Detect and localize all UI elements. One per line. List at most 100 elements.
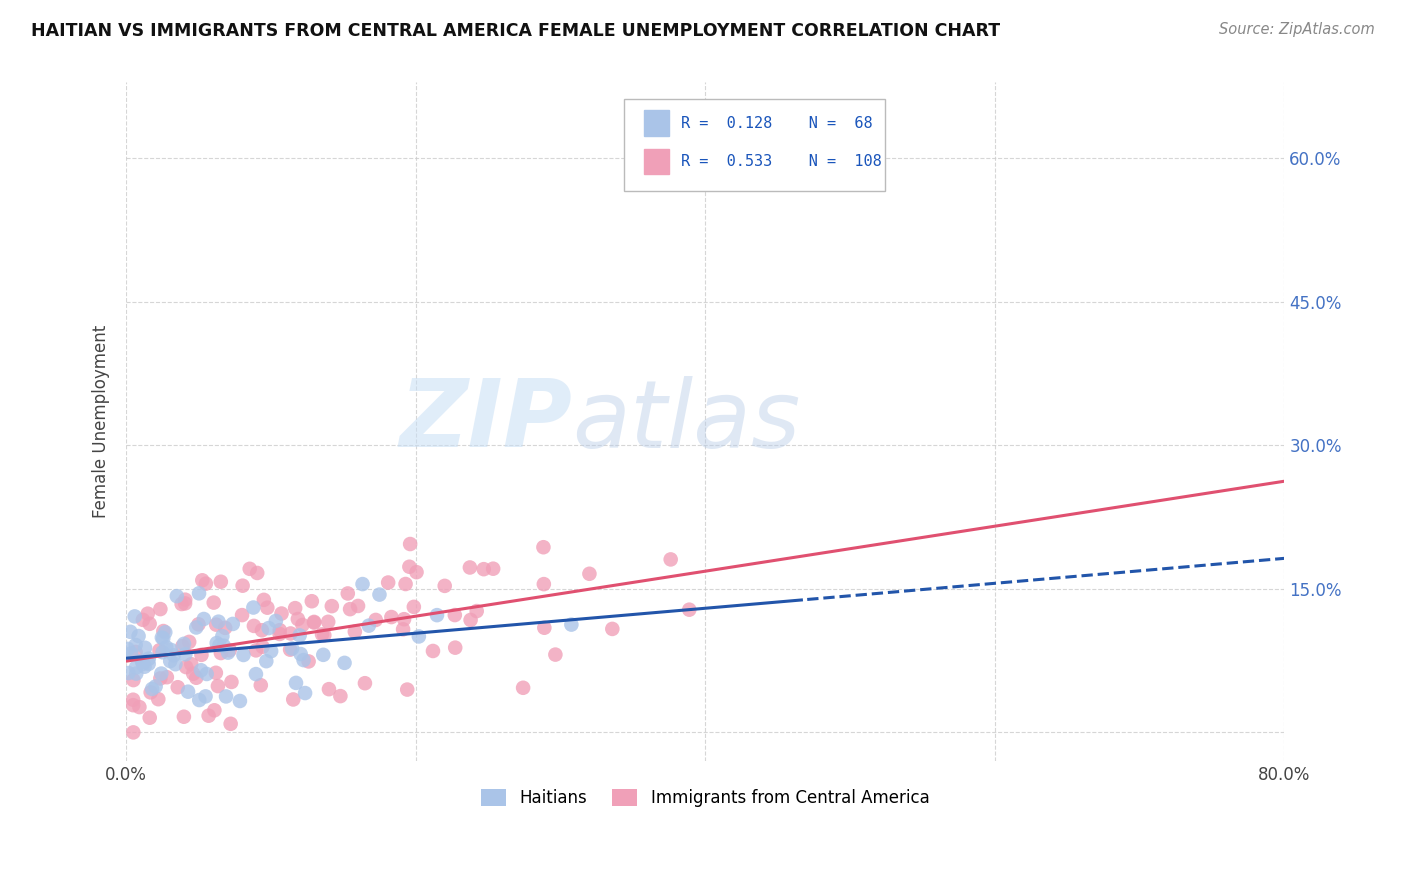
Point	[392, 622, 415, 636]
Point	[221, 675, 243, 690]
Point	[117, 641, 139, 656]
Point	[257, 621, 280, 635]
Point	[231, 608, 253, 623]
Point	[239, 562, 262, 576]
Point	[138, 651, 160, 665]
Point	[329, 689, 352, 703]
Point	[444, 640, 467, 655]
Point	[132, 657, 155, 671]
Point	[125, 666, 148, 681]
Point	[152, 632, 174, 646]
Point	[291, 618, 314, 632]
Point	[124, 638, 146, 652]
Bar	[644, 149, 669, 175]
Point	[152, 624, 174, 638]
Point	[405, 565, 427, 579]
Point	[166, 589, 188, 603]
Point	[318, 682, 340, 697]
Point	[458, 560, 481, 574]
Point	[187, 617, 209, 632]
Point	[117, 666, 139, 681]
Point	[232, 579, 254, 593]
Point	[155, 625, 177, 640]
Point	[260, 644, 283, 658]
Point	[207, 679, 229, 693]
Point	[194, 690, 217, 704]
Point	[211, 629, 233, 643]
Point	[174, 592, 197, 607]
Point	[138, 616, 160, 631]
Point	[174, 648, 197, 662]
Point	[678, 603, 700, 617]
Point	[354, 676, 377, 690]
Point	[186, 671, 208, 685]
Point	[191, 574, 214, 588]
Point	[249, 678, 271, 692]
Point	[245, 667, 267, 681]
Point	[392, 612, 415, 626]
Point	[578, 566, 600, 581]
Point	[352, 577, 374, 591]
Point	[285, 676, 308, 690]
Point	[297, 655, 319, 669]
Point	[377, 575, 399, 590]
Point	[166, 680, 188, 694]
Point	[205, 665, 228, 680]
Point	[138, 711, 160, 725]
Point	[398, 559, 420, 574]
Point	[264, 614, 287, 628]
Point	[172, 639, 194, 653]
Point	[278, 642, 301, 657]
Point	[270, 607, 292, 621]
Point	[208, 638, 231, 652]
Point	[122, 673, 145, 687]
Bar	[644, 111, 669, 136]
Point	[124, 645, 146, 659]
Point	[186, 620, 208, 634]
Point	[408, 630, 430, 644]
Point	[343, 624, 366, 639]
Point	[209, 574, 232, 589]
Point	[212, 639, 235, 653]
Point	[368, 588, 391, 602]
Point	[426, 608, 449, 623]
Point	[380, 610, 402, 624]
Point	[145, 680, 167, 694]
Point	[125, 660, 148, 674]
Point	[124, 609, 146, 624]
Point	[190, 663, 212, 677]
Point	[302, 615, 325, 630]
Point	[155, 640, 177, 655]
Point	[138, 657, 160, 671]
Point	[242, 600, 264, 615]
Point	[188, 693, 211, 707]
Point	[195, 667, 218, 681]
Point	[194, 576, 217, 591]
Point	[302, 615, 325, 629]
Text: R =  0.533    N =  108: R = 0.533 N = 108	[681, 154, 882, 169]
Point	[149, 602, 172, 616]
Point	[533, 540, 555, 554]
Point	[190, 648, 212, 662]
Point	[202, 596, 225, 610]
Text: ZIP: ZIP	[399, 376, 572, 467]
Point	[131, 654, 153, 668]
Point	[222, 616, 245, 631]
Point	[316, 615, 339, 629]
Point	[132, 613, 155, 627]
Point	[246, 566, 269, 580]
Point	[339, 602, 361, 616]
Point	[134, 640, 156, 655]
Point	[165, 657, 187, 672]
Point	[465, 604, 488, 618]
Point	[364, 613, 387, 627]
Point	[217, 646, 239, 660]
Point	[396, 682, 419, 697]
Point	[193, 612, 215, 626]
Point	[460, 613, 482, 627]
Point	[347, 599, 370, 613]
Point	[253, 592, 276, 607]
Text: R =  0.128    N =  68: R = 0.128 N = 68	[681, 116, 873, 131]
Point	[357, 618, 380, 632]
Point	[128, 629, 150, 643]
